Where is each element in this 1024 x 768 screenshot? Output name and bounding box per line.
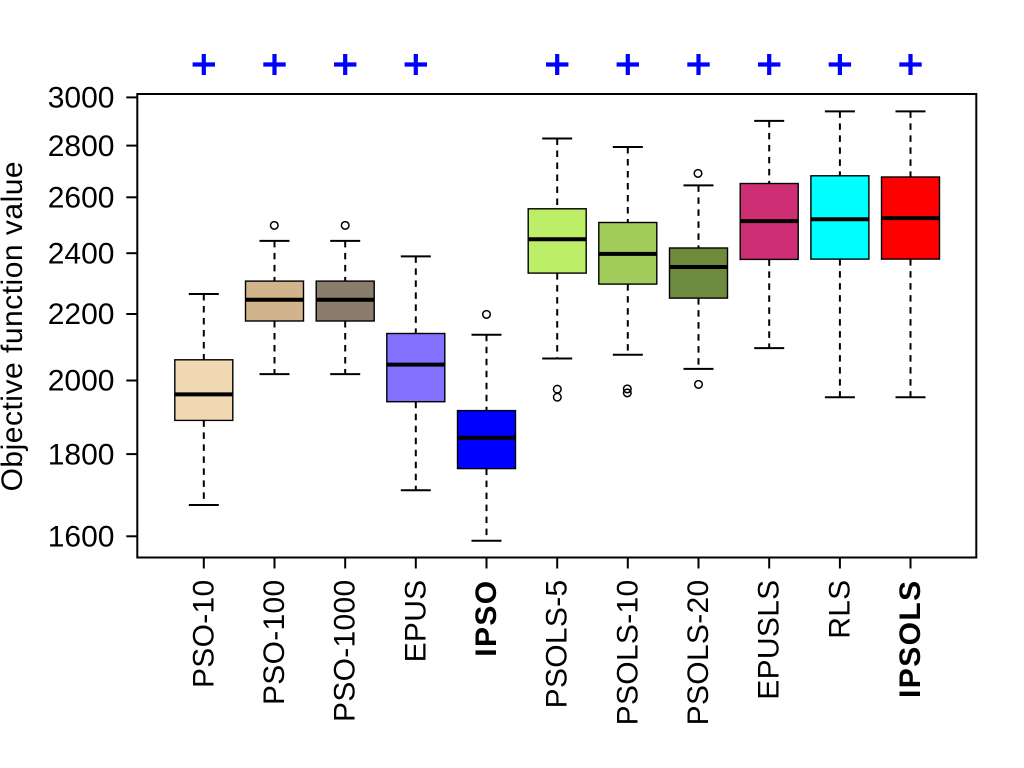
svg-text:RLS: RLS [823, 580, 856, 639]
svg-text:EPUSLS: EPUSLS [753, 580, 786, 700]
svg-text:2600: 2600 [48, 182, 115, 215]
svg-text:2000: 2000 [48, 365, 115, 398]
svg-text:3000: 3000 [48, 82, 115, 115]
svg-text:PSO-100: PSO-100 [258, 580, 291, 706]
svg-text:PSOLS-10: PSOLS-10 [611, 580, 644, 726]
svg-text:Objective function value: Objective function value [0, 161, 29, 492]
svg-text:1600: 1600 [48, 521, 115, 554]
svg-text:PSOLS-5: PSOLS-5 [541, 580, 574, 709]
svg-text:EPUS: EPUS [399, 580, 432, 663]
svg-text:2800: 2800 [48, 130, 115, 163]
svg-text:IPSO: IPSO [470, 580, 503, 657]
svg-text:2200: 2200 [48, 298, 115, 331]
svg-text:1800: 1800 [48, 438, 115, 471]
svg-text:PSO-10: PSO-10 [187, 580, 220, 689]
svg-text:PSOLS-20: PSOLS-20 [682, 580, 715, 726]
svg-text:2400: 2400 [48, 237, 115, 270]
svg-text:IPSOLS: IPSOLS [894, 580, 927, 698]
svg-text:PSO-1000: PSO-1000 [329, 580, 362, 722]
